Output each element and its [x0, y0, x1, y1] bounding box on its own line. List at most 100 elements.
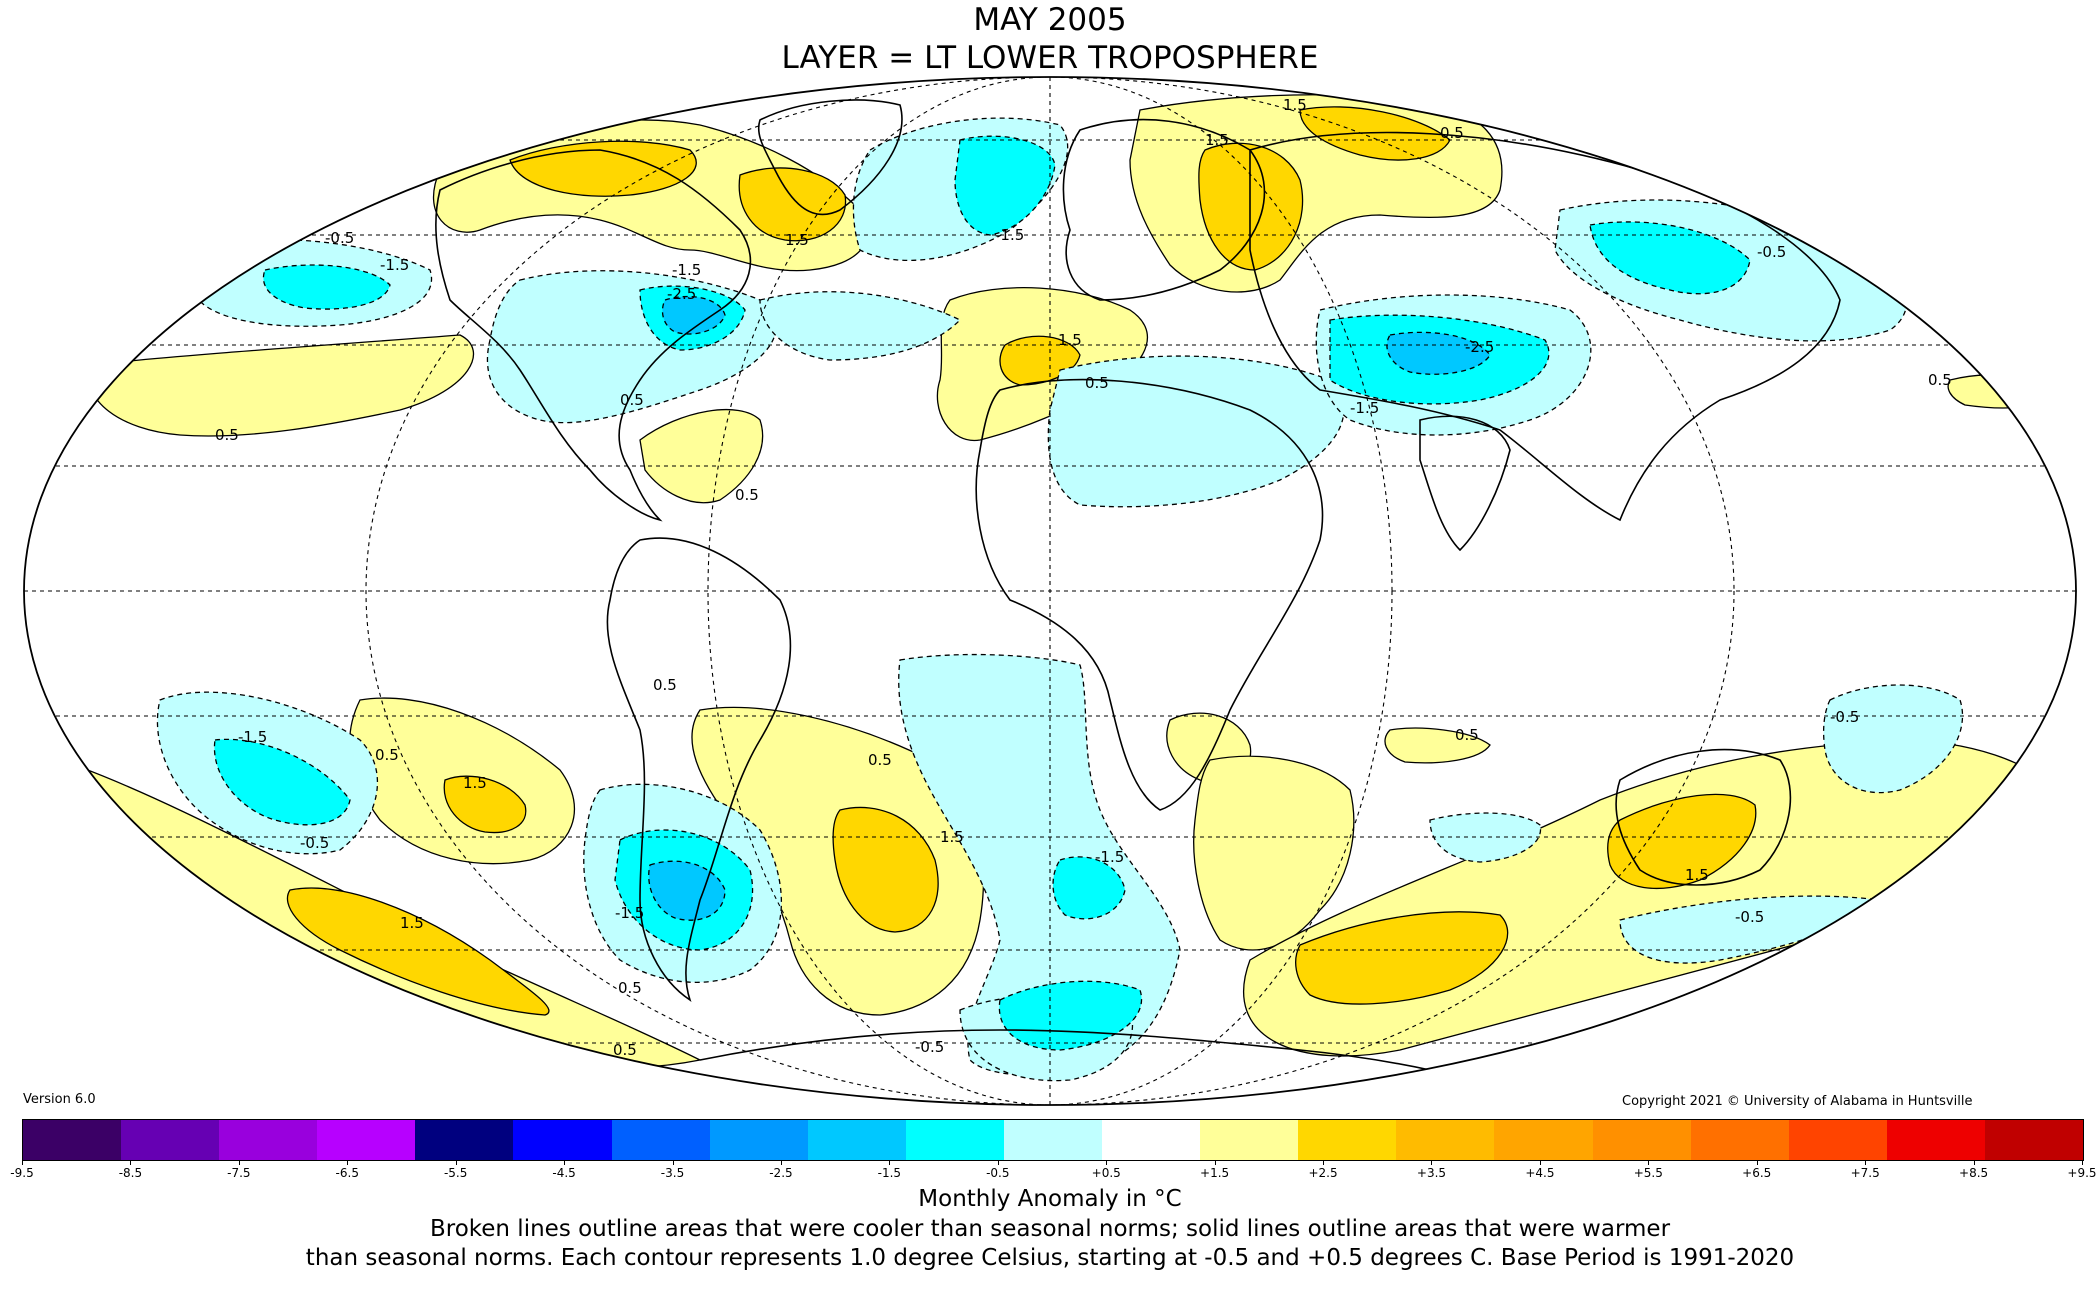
explanation-line-2: than seasonal norms. Each contour repres…	[305, 1245, 1795, 1271]
colorbar-tick-label: -5.5	[443, 1166, 468, 1180]
cool-region-mid-atlantic	[759, 291, 962, 361]
cool-deep-great-lakes	[661, 295, 726, 335]
colorbar-segment	[1494, 1120, 1593, 1160]
colorbar-segment	[905, 1120, 1004, 1160]
contour-label: 1.5	[1205, 131, 1229, 149]
colorbar-segment	[1592, 1120, 1691, 1160]
colorbar-segment	[709, 1120, 808, 1160]
contour-label: 1.5	[400, 914, 424, 932]
cool-core-east-asia	[1589, 221, 1751, 295]
warm-region-indian-small	[1384, 727, 1491, 764]
colorbar-segment	[611, 1120, 710, 1160]
warm-core-greenland-west	[509, 140, 697, 197]
colorbar-segment	[23, 1120, 122, 1160]
outline-india	[1419, 415, 1511, 552]
warm-core-southern-indian	[1295, 911, 1509, 1005]
colorbar-segment	[1200, 1120, 1299, 1160]
colorbar-tick-label: -6.5	[335, 1166, 359, 1180]
contour-label: 1.5	[1058, 331, 1082, 349]
contour-label: 1.5	[1685, 866, 1709, 884]
colorbar-tick-label: -4.5	[552, 1166, 576, 1180]
outline-antarctica	[699, 1029, 1501, 1091]
colorbar-segment	[415, 1120, 514, 1160]
copyright-label: Copyright 2021 © University of Alabama i…	[1622, 1094, 1973, 1109]
contour-label: -1.5	[1350, 399, 1379, 417]
colorbar-segment	[1298, 1120, 1397, 1160]
colorbar-tick-mark	[347, 1160, 349, 1165]
colorbar-tick-label: -3.5	[660, 1166, 685, 1180]
colorbar-tick-mark	[780, 1160, 782, 1165]
contour-label: 0.5	[618, 979, 642, 997]
colorbar-tick-label: +4.5	[1525, 1166, 1555, 1180]
colorbar-segment	[1102, 1120, 1201, 1160]
colorbar-segment	[1788, 1120, 1887, 1160]
colorbar-segment	[121, 1120, 220, 1160]
cool-region-tasman	[1619, 895, 1881, 964]
colorbar-tick-mark	[1214, 1160, 1216, 1165]
colorbar-tick-mark	[22, 1160, 23, 1165]
graticule	[24, 77, 2076, 1105]
colorbar-tick-label: +7.5	[1850, 1166, 1880, 1180]
colorbar-tick-label: -7.5	[227, 1166, 251, 1180]
contour-label: 0.5	[1085, 374, 1109, 392]
colorbar-tick-mark	[1648, 1160, 1650, 1165]
meridian-120	[365, 77, 1735, 1105]
contour-label: -2.5	[667, 285, 696, 303]
colorbar-tick-mark	[1323, 1160, 1325, 1165]
cool-region-australia-east	[1823, 684, 1964, 794]
cool-core-north-atlantic	[954, 135, 1056, 236]
contour-label: -0.5	[915, 1038, 944, 1056]
colorbar-tick-mark	[455, 1160, 457, 1165]
contour-label: -0.5	[325, 229, 354, 247]
colorbar-segment	[317, 1120, 416, 1160]
colorbar-tick-mark	[889, 1160, 891, 1165]
colorbar-segment	[1690, 1120, 1789, 1160]
warm-region-north-pacific	[87, 334, 475, 437]
warm-region-atlantic-tropics	[639, 408, 764, 504]
cool-anomaly-mid	[213, 135, 1751, 1051]
colorbar-segment	[1984, 1120, 2083, 1160]
contour-label: -2.5	[1465, 338, 1494, 356]
cool-anomaly-deep	[648, 295, 1491, 921]
contour-label: -1.5	[615, 904, 644, 922]
contour-label: 1.5	[1283, 96, 1307, 114]
contour-label: -0.5	[1757, 243, 1786, 261]
warm-core-south-atlantic	[832, 806, 939, 933]
colorbar-tick-label: -1.5	[877, 1166, 902, 1180]
contour-label: -0.5	[1830, 708, 1859, 726]
colorbar-tick-mark	[1973, 1160, 1975, 1165]
contour-label: 1.5	[940, 828, 964, 846]
colorbar-tick-mark	[238, 1160, 240, 1165]
colorbar-tick-label: +3.5	[1416, 1166, 1447, 1180]
cool-deep-south-america	[648, 860, 726, 921]
warm-core-south-pacific-band	[286, 887, 550, 1016]
colorbar-tick-label: +0.5	[1091, 1166, 1121, 1180]
outline-africa	[975, 378, 1324, 811]
colorbar-tick-mark	[1865, 1160, 1867, 1165]
colorbar-tick-mark	[1106, 1160, 1108, 1165]
colorbar-segment	[1003, 1120, 1103, 1160]
globe-border	[23, 76, 2077, 1106]
contour-label: 0.5	[1928, 371, 1952, 389]
version-label: Version 6.0	[23, 1092, 96, 1107]
outline-asia	[1249, 131, 1841, 522]
colorbar-tick-mark	[130, 1160, 132, 1165]
cool-core-atlantic-south	[1052, 856, 1126, 920]
colorbar-axis-label: Monthly Anomaly in °C	[918, 1186, 1182, 1212]
colorbar-tick-label: +9.5	[2067, 1166, 2097, 1180]
colorbar-tick-label: -8.5	[118, 1166, 143, 1180]
warm-core-south-pacific-east	[443, 775, 527, 834]
colorbar-tick-mark	[1756, 1160, 1758, 1165]
outline-europe	[1062, 118, 1266, 301]
contour-label: 0.5	[215, 426, 239, 444]
continent-outlines	[435, 99, 1841, 1091]
cool-core-north-pacific	[262, 264, 391, 310]
contour-label: -1.5	[238, 728, 267, 746]
outline-north-america	[435, 149, 752, 522]
contour-label: 0.5	[868, 751, 892, 769]
explanation-line-1: Broken lines outline areas that were coo…	[429, 1216, 1671, 1242]
cool-core-south-pacific	[213, 738, 351, 826]
contour-label: 0.5	[1440, 124, 1464, 142]
colorbar-tick-mark	[1431, 1160, 1433, 1165]
contour-label: -1.5	[995, 226, 1024, 244]
